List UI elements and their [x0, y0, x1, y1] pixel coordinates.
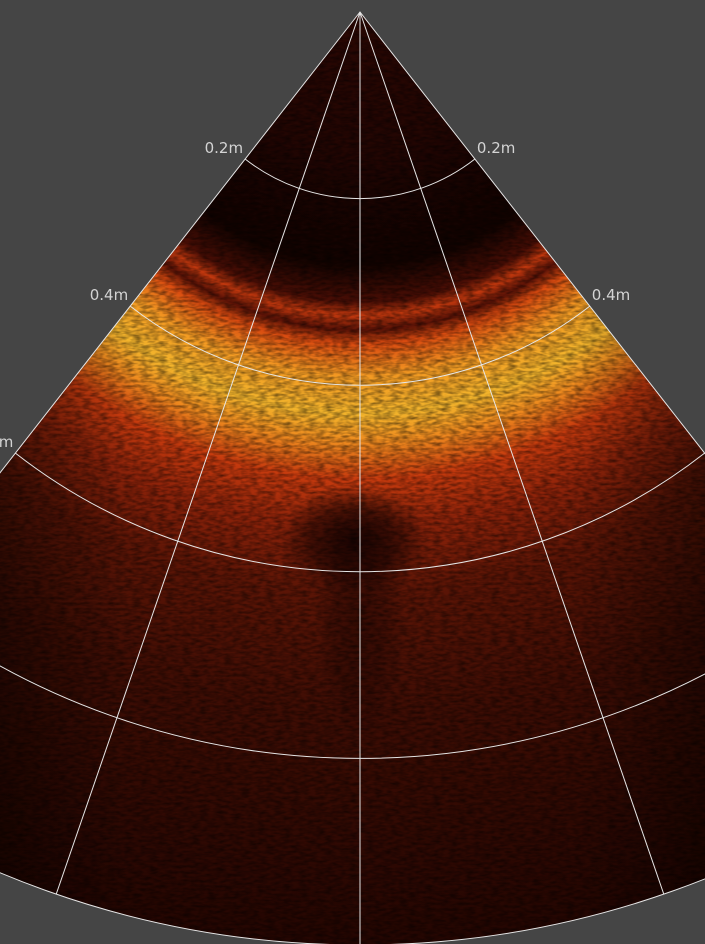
range-label-right: 0.2m: [477, 139, 515, 157]
range-grid: [0, 11, 705, 944]
bearing-line: [359, 11, 665, 895]
range-label-left: 0.6m: [0, 433, 13, 451]
bearing-line: [55, 11, 361, 895]
range-ring: [0, 665, 705, 759]
range-label-right: 0.4m: [592, 286, 630, 304]
range-ring: [15, 452, 705, 573]
range-labels: 0.2m0.2m0.4m0.4m0.6m0.6m0.8m0.8m1m1m: [0, 139, 630, 451]
range-ring: [244, 158, 476, 200]
range-label-left: 0.4m: [90, 286, 128, 304]
range-label-left: 0.2m: [205, 139, 243, 157]
range-ring: [129, 305, 591, 386]
